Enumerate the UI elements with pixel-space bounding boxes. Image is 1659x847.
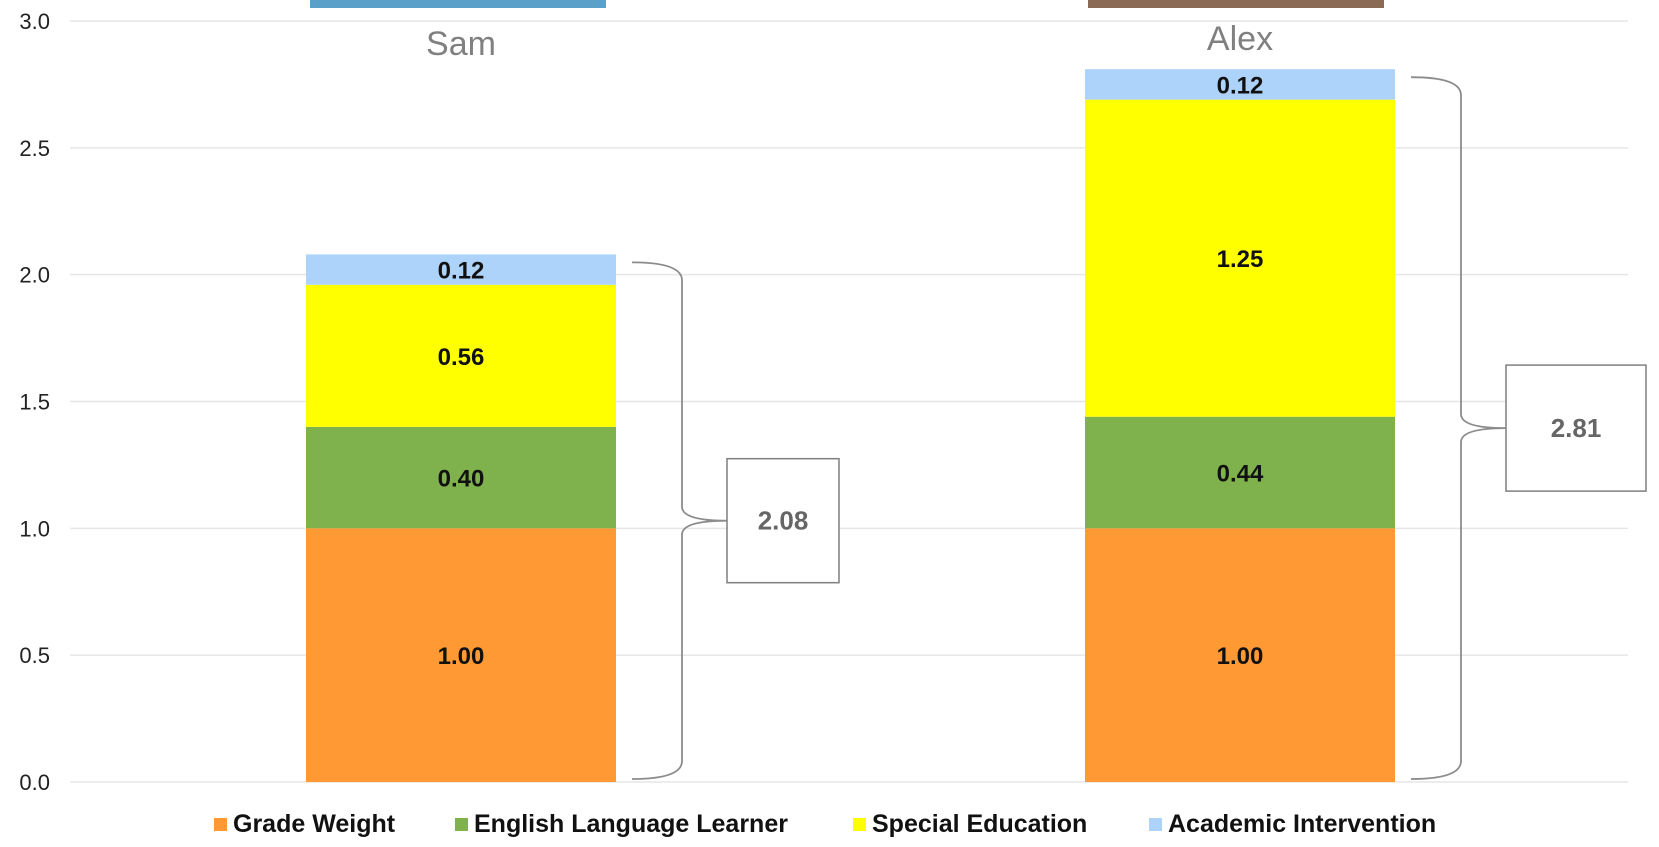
legend: Grade Weight English Language Learner Spec…: [214, 810, 1436, 838]
category-label: Alex: [1207, 20, 1273, 58]
data-label: 1.25: [1217, 246, 1264, 273]
category-label: Sam: [426, 25, 496, 63]
legend-label: Special Education: [872, 810, 1087, 838]
data-label: 0.40: [438, 466, 485, 493]
total-label: 2.81: [1551, 413, 1602, 443]
legend-label: Academic Intervention: [1168, 810, 1436, 838]
bar-segment: [306, 254, 616, 285]
data-label: 1.00: [1217, 643, 1264, 670]
bar-segment: [1085, 69, 1395, 100]
y-tick-label: 1.5: [19, 390, 50, 415]
total-brace: [1410, 76, 1507, 780]
bar-segment: [306, 528, 616, 782]
y-tick-label: 1.0: [19, 516, 50, 541]
y-tick-label: 0.5: [19, 643, 50, 668]
legend-swatch: [1149, 818, 1162, 831]
legend-swatch: [455, 818, 468, 831]
bars: 1.00 0.40 0.56 0.12 1.00 0.44 1.25 0.12: [306, 69, 1395, 782]
alex-photo: [1088, 0, 1384, 8]
bar-segment: [1085, 416, 1395, 529]
category-labels: Sam Alex: [426, 20, 1273, 63]
total-braces: 2.08 2.81: [631, 76, 1647, 780]
total-box: [1505, 364, 1647, 492]
data-label: 1.00: [438, 643, 485, 670]
legend-label: Grade Weight: [233, 810, 396, 838]
data-label: 0.56: [438, 344, 485, 371]
legend-swatch: [853, 818, 866, 831]
bar-segment: [306, 284, 616, 427]
y-axis: 0.0 0.5 1.0 1.5 2.0 2.5 3.0: [19, 9, 50, 795]
y-tick-label: 2.5: [19, 136, 50, 161]
y-tick-label: 0.0: [19, 770, 50, 795]
bar-segment: [1085, 528, 1395, 782]
legend-swatch: [214, 818, 227, 831]
y-tick-label: 2.0: [19, 263, 50, 288]
y-tick-label: 3.0: [19, 9, 50, 34]
total-label: 2.08: [758, 506, 809, 536]
bar-segment: [1085, 99, 1395, 417]
sam-photo: [310, 0, 606, 8]
data-label: 0.12: [438, 258, 485, 285]
legend-label: English Language Learner: [474, 810, 788, 838]
total-brace: [631, 261, 728, 780]
data-label: 0.44: [1217, 461, 1264, 488]
bar-segment: [306, 426, 616, 529]
data-label: 0.12: [1217, 72, 1264, 99]
total-box: [726, 457, 840, 584]
